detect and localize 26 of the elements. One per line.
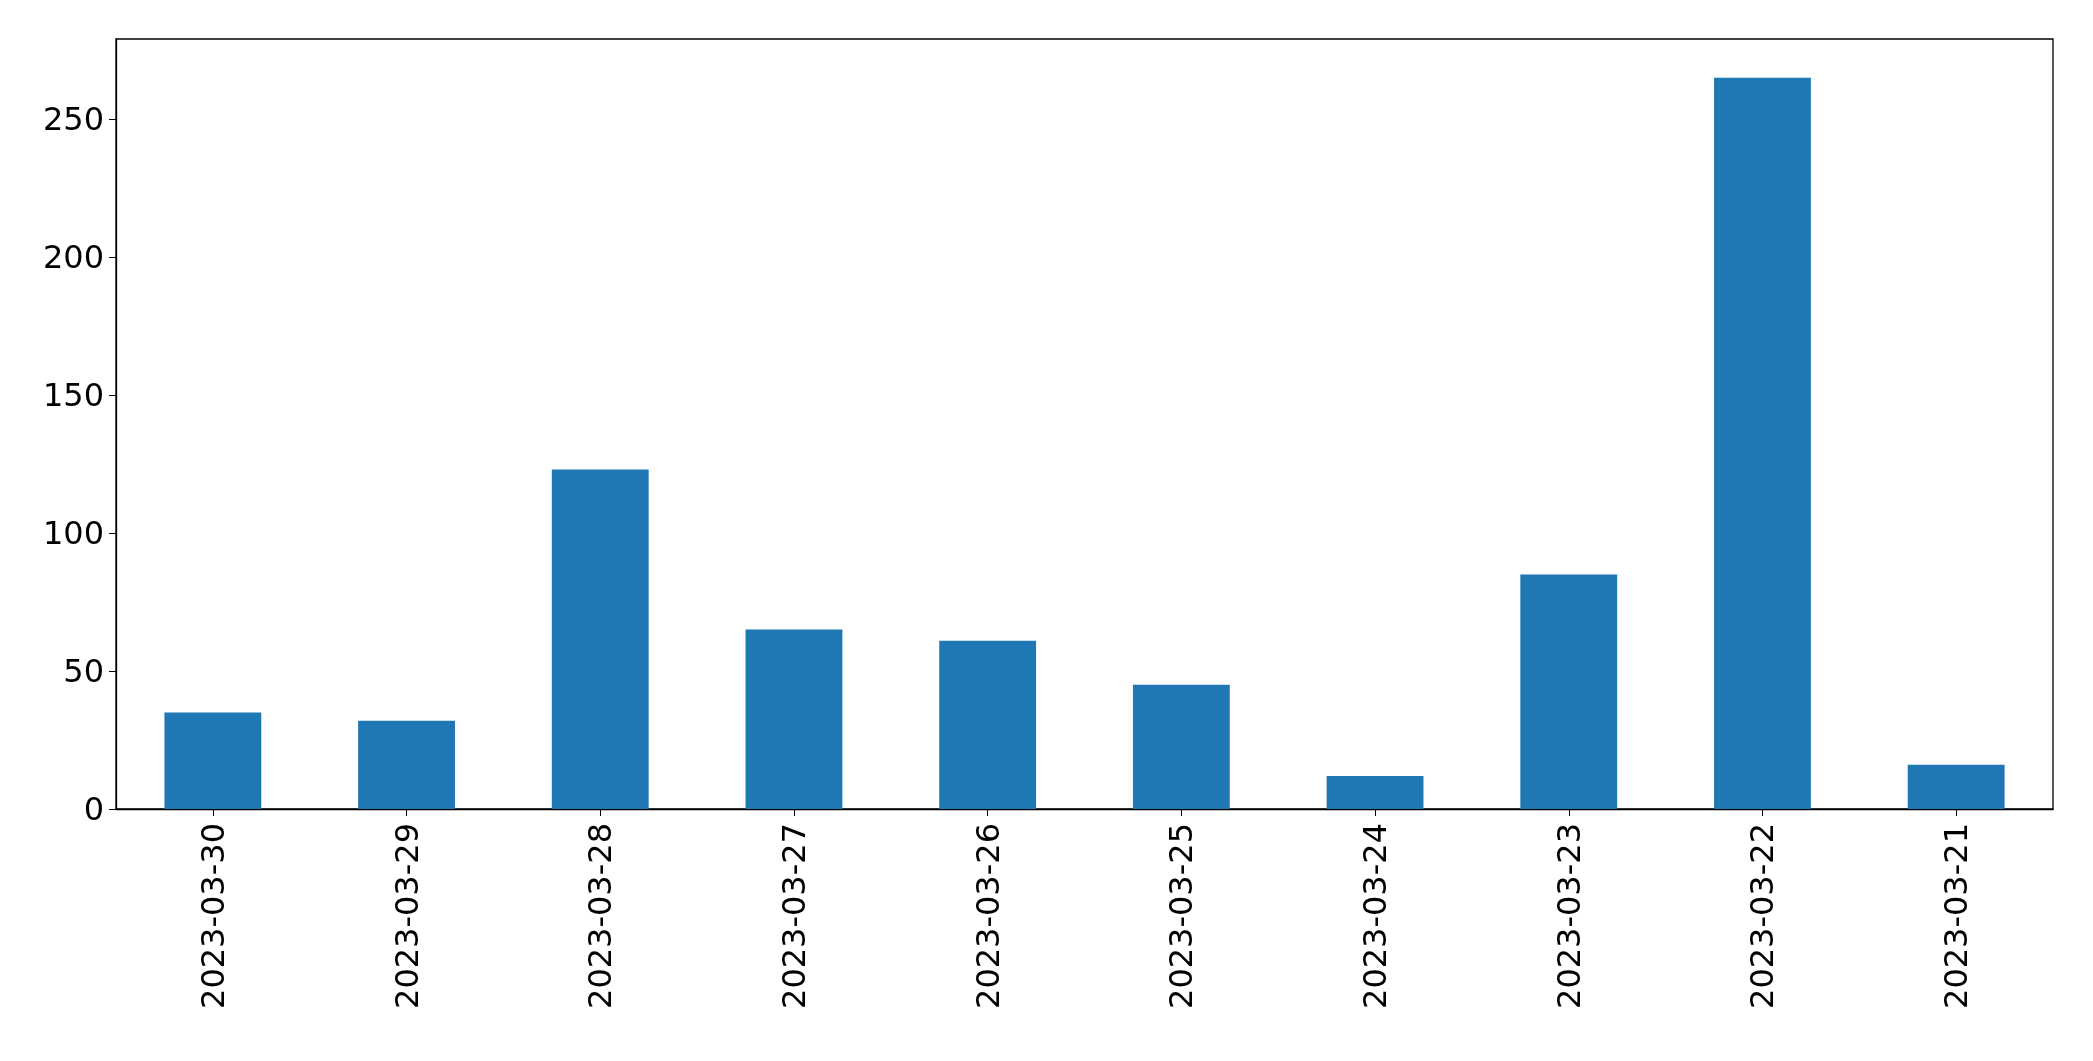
y-tick-label: 0 xyxy=(83,790,104,828)
bar xyxy=(1326,775,1424,809)
bar xyxy=(745,629,843,809)
x-tick-label: 2023-03-22 xyxy=(1743,823,1782,1009)
bar xyxy=(1714,77,1811,809)
x-tick-label: 2023-03-24 xyxy=(1356,823,1395,1009)
bar xyxy=(551,469,649,809)
x-tick-label: 2023-03-26 xyxy=(968,823,1007,1009)
bar xyxy=(939,640,1037,809)
y-tick-label: 50 xyxy=(63,652,104,691)
x-tick-label: 2023-03-29 xyxy=(387,823,426,1009)
x-tick-label: 2023-03-30 xyxy=(193,823,232,1009)
y-tick-label: 100 xyxy=(42,514,104,553)
bar xyxy=(358,720,455,809)
x-tick-label: 2023-03-28 xyxy=(581,823,620,1009)
y-tick-label: 250 xyxy=(42,100,104,139)
y-tick-label: 200 xyxy=(42,238,104,277)
x-tick-label: 2023-03-23 xyxy=(1549,823,1588,1009)
bar xyxy=(164,712,262,809)
bar xyxy=(1520,574,1618,809)
x-tick-label: 2023-03-25 xyxy=(1162,823,1201,1009)
bar xyxy=(1907,764,2005,809)
y-tick-label: 150 xyxy=(42,376,104,415)
x-tick-label: 2023-03-27 xyxy=(774,823,813,1009)
bar xyxy=(1132,684,1230,809)
x-tick-label: 2023-03-21 xyxy=(1937,823,1976,1009)
